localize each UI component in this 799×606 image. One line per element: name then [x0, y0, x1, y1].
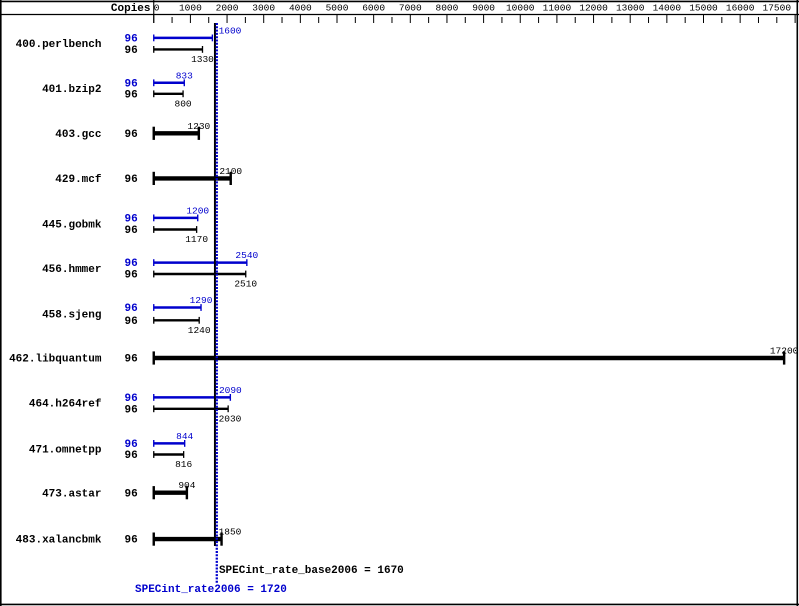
- svg-text:429.mcf: 429.mcf: [55, 174, 102, 186]
- svg-text:458.sjeng: 458.sjeng: [42, 310, 101, 322]
- svg-text:1000: 1000: [179, 3, 202, 14]
- svg-text:4000: 4000: [289, 3, 312, 14]
- svg-text:0: 0: [154, 3, 160, 14]
- svg-text:456.hmmer: 456.hmmer: [42, 264, 101, 276]
- svg-text:401.bzip2: 401.bzip2: [42, 84, 101, 96]
- svg-text:96: 96: [125, 535, 138, 547]
- svg-text:SPECint_rate_base2006 = 1670: SPECint_rate_base2006 = 1670: [219, 565, 404, 577]
- svg-text:1290: 1290: [190, 295, 213, 306]
- svg-text:96: 96: [125, 316, 138, 328]
- svg-text:96: 96: [125, 225, 138, 237]
- svg-text:2030: 2030: [219, 413, 242, 424]
- svg-text:SPECint_rate2006 = 1720: SPECint_rate2006 = 1720: [135, 584, 287, 596]
- svg-text:96: 96: [125, 258, 138, 270]
- svg-text:403.gcc: 403.gcc: [55, 129, 101, 141]
- svg-text:96: 96: [125, 450, 138, 462]
- svg-text:904: 904: [178, 480, 195, 491]
- svg-text:3000: 3000: [252, 3, 275, 14]
- svg-text:96: 96: [125, 303, 138, 315]
- svg-text:1170: 1170: [185, 234, 208, 245]
- svg-text:2000: 2000: [216, 3, 239, 14]
- svg-text:2090: 2090: [219, 385, 242, 396]
- svg-text:14000: 14000: [653, 3, 682, 14]
- svg-text:2510: 2510: [234, 279, 257, 290]
- svg-text:464.h264ref: 464.h264ref: [29, 399, 102, 411]
- svg-text:483.xalancbmk: 483.xalancbmk: [16, 535, 102, 547]
- svg-text:473.astar: 473.astar: [42, 488, 101, 500]
- svg-text:96: 96: [125, 354, 138, 366]
- svg-text:9000: 9000: [472, 3, 495, 14]
- svg-text:445.gobmk: 445.gobmk: [42, 219, 102, 231]
- svg-text:16000: 16000: [726, 3, 755, 14]
- svg-text:Copies: Copies: [111, 3, 151, 15]
- svg-text:462.libquantum: 462.libquantum: [9, 354, 102, 366]
- svg-text:2100: 2100: [219, 166, 242, 177]
- svg-text:471.omnetpp: 471.omnetpp: [29, 445, 102, 457]
- svg-text:13000: 13000: [616, 3, 645, 14]
- svg-text:7000: 7000: [399, 3, 422, 14]
- svg-text:2540: 2540: [235, 250, 258, 261]
- svg-text:96: 96: [125, 393, 138, 405]
- svg-text:11000: 11000: [543, 3, 572, 14]
- svg-text:1600: 1600: [219, 25, 242, 36]
- svg-text:96: 96: [125, 270, 138, 282]
- svg-text:1230: 1230: [187, 121, 210, 132]
- svg-text:96: 96: [125, 45, 138, 57]
- svg-text:96: 96: [125, 404, 138, 416]
- svg-text:96: 96: [125, 129, 138, 141]
- svg-text:96: 96: [125, 488, 138, 500]
- svg-text:6000: 6000: [362, 3, 385, 14]
- svg-text:400.perlbench: 400.perlbench: [16, 39, 102, 51]
- svg-text:816: 816: [175, 459, 192, 470]
- svg-text:17500: 17500: [763, 3, 792, 14]
- svg-text:96: 96: [125, 89, 138, 101]
- svg-text:96: 96: [125, 214, 138, 226]
- svg-text:5000: 5000: [326, 3, 349, 14]
- svg-text:833: 833: [176, 70, 193, 81]
- svg-text:1850: 1850: [219, 527, 242, 538]
- svg-text:96: 96: [125, 174, 138, 186]
- svg-text:1200: 1200: [186, 205, 209, 216]
- svg-text:8000: 8000: [436, 3, 459, 14]
- svg-text:17200: 17200: [770, 346, 799, 357]
- svg-text:12000: 12000: [579, 3, 608, 14]
- svg-text:1240: 1240: [188, 325, 211, 336]
- svg-text:10000: 10000: [506, 3, 535, 14]
- svg-text:96: 96: [125, 34, 138, 46]
- svg-text:800: 800: [175, 98, 192, 109]
- svg-text:15000: 15000: [689, 3, 718, 14]
- svg-text:1330: 1330: [191, 54, 214, 65]
- svg-text:844: 844: [176, 431, 193, 442]
